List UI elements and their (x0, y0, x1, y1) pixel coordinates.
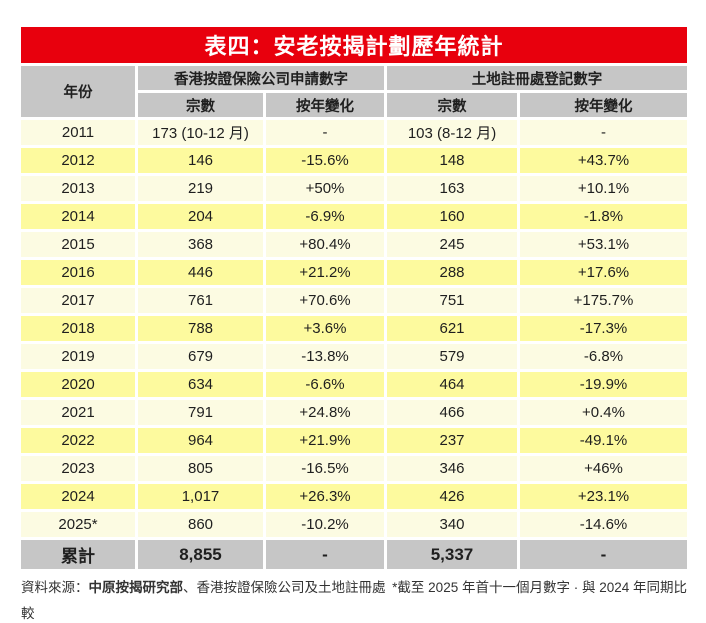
year-cell: 2017 (21, 288, 135, 313)
land-yoy-cell: +0.4% (520, 400, 687, 425)
land-yoy-cell: -19.9% (520, 372, 687, 397)
group-header-land: 土地註冊處登記數字 (387, 66, 687, 90)
hkmc-yoy-cell: +3.6% (266, 316, 384, 341)
year-cell: 2016 (21, 260, 135, 285)
land-cases-cell: 103 (8-12 月) (387, 120, 517, 145)
land-yoy-cell: +46% (520, 456, 687, 481)
hkmc-cases-cell: 860 (138, 512, 263, 537)
land-yoy-header: 按年變化 (520, 93, 687, 117)
hkmc-yoy-cell: +21.2% (266, 260, 384, 285)
table-title: 表四：安老按揭計劃歷年統計 (21, 27, 687, 63)
hkmc-yoy-cell: +24.8% (266, 400, 384, 425)
hkmc-cases-cell: 788 (138, 316, 263, 341)
year-cell: 2012 (21, 148, 135, 173)
hkmc-yoy-cell: +80.4% (266, 232, 384, 257)
land-cases-cell: 340 (387, 512, 517, 537)
stats-table: 年份 香港按證保險公司申請數字 土地註冊處登記數字 宗數 按年變化 宗數 按年變… (21, 66, 687, 569)
total-land-cases-cell: 5,337 (387, 540, 517, 569)
land-yoy-cell: +53.1% (520, 232, 687, 257)
source-name: 中原按揭研究部 (88, 580, 184, 595)
hkmc-yoy-cell: -6.9% (266, 204, 384, 229)
land-cases-cell: 163 (387, 176, 517, 201)
hkmc-yoy-cell: -16.5% (266, 456, 384, 481)
hkmc-cases-cell: 446 (138, 260, 263, 285)
hkmc-cases-cell: 146 (138, 148, 263, 173)
hkmc-cases-cell: 219 (138, 176, 263, 201)
footnote: *截至 2025 年首十一個月數字 · 與 2024 年同期比 (392, 580, 687, 595)
source-rest: 、香港按證保險公司及土地註冊處 (183, 580, 386, 595)
year-cell: 2015 (21, 232, 135, 257)
source-label: 資料來源： (21, 580, 89, 595)
total-hkmc-cases-cell: 8,855 (138, 540, 263, 569)
year-cell: 2011 (21, 120, 135, 145)
year-cell: 2024 (21, 484, 135, 509)
land-cases-cell: 237 (387, 428, 517, 453)
hkmc-cases-cell: 964 (138, 428, 263, 453)
land-yoy-cell: +17.6% (520, 260, 687, 285)
group-header-hkmc: 香港按證保險公司申請數字 (138, 66, 384, 90)
hkmc-yoy-cell: -6.6% (266, 372, 384, 397)
hkmc-yoy-cell: -13.8% (266, 344, 384, 369)
land-cases-cell: 464 (387, 372, 517, 397)
source-note: 資料來源：中原按揭研究部、香港按證保險公司及土地註冊處 (21, 578, 386, 598)
land-yoy-cell: - (520, 120, 687, 145)
land-yoy-cell: +43.7% (520, 148, 687, 173)
total-year-cell: 累計 (21, 540, 135, 569)
hkmc-cases-cell: 173 (10-12 月) (138, 120, 263, 145)
land-cases-cell: 245 (387, 232, 517, 257)
hkmc-yoy-cell: +21.9% (266, 428, 384, 453)
hkmc-cases-cell: 791 (138, 400, 263, 425)
land-cases-cell: 579 (387, 344, 517, 369)
land-cases-cell: 466 (387, 400, 517, 425)
hkmc-yoy-cell: -10.2% (266, 512, 384, 537)
year-cell: 2022 (21, 428, 135, 453)
land-yoy-cell: -17.3% (520, 316, 687, 341)
hkmc-cases-cell: 204 (138, 204, 263, 229)
hkmc-yoy-cell: -15.6% (266, 148, 384, 173)
year-cell: 2025* (21, 512, 135, 537)
land-yoy-cell: +23.1% (520, 484, 687, 509)
land-yoy-cell: -14.6% (520, 512, 687, 537)
land-yoy-cell: -49.1% (520, 428, 687, 453)
hkmc-cases-header: 宗數 (138, 93, 263, 117)
land-cases-cell: 148 (387, 148, 517, 173)
year-cell: 2023 (21, 456, 135, 481)
hkmc-yoy-cell: +70.6% (266, 288, 384, 313)
year-cell: 2014 (21, 204, 135, 229)
hkmc-yoy-cell: - (266, 120, 384, 145)
total-land-yoy-cell: - (520, 540, 687, 569)
hkmc-yoy-header: 按年變化 (266, 93, 384, 117)
year-cell: 2018 (21, 316, 135, 341)
land-cases-cell: 160 (387, 204, 517, 229)
hkmc-cases-cell: 679 (138, 344, 263, 369)
hkmc-cases-cell: 368 (138, 232, 263, 257)
land-yoy-cell: -1.8% (520, 204, 687, 229)
hkmc-cases-cell: 634 (138, 372, 263, 397)
land-cases-cell: 288 (387, 260, 517, 285)
footer: 資料來源：中原按揭研究部、香港按證保險公司及土地註冊處 *截至 2025 年首十… (21, 578, 687, 623)
land-cases-cell: 346 (387, 456, 517, 481)
hkmc-yoy-cell: +26.3% (266, 484, 384, 509)
land-yoy-cell: -6.8% (520, 344, 687, 369)
total-hkmc-yoy-cell: - (266, 540, 384, 569)
hkmc-yoy-cell: +50% (266, 176, 384, 201)
land-yoy-cell: +175.7% (520, 288, 687, 313)
land-cases-header: 宗數 (387, 93, 517, 117)
footer-line1: 資料來源：中原按揭研究部、香港按證保險公司及土地註冊處 *截至 2025 年首十… (21, 578, 687, 598)
year-cell: 2019 (21, 344, 135, 369)
hkmc-cases-cell: 761 (138, 288, 263, 313)
year-column-header: 年份 (21, 66, 135, 117)
land-cases-cell: 751 (387, 288, 517, 313)
footnote-wrap: 較 (21, 605, 35, 621)
hkmc-cases-cell: 1,017 (138, 484, 263, 509)
land-cases-cell: 621 (387, 316, 517, 341)
year-cell: 2021 (21, 400, 135, 425)
hkmc-cases-cell: 805 (138, 456, 263, 481)
year-cell: 2013 (21, 176, 135, 201)
year-cell: 2020 (21, 372, 135, 397)
land-cases-cell: 426 (387, 484, 517, 509)
land-yoy-cell: +10.1% (520, 176, 687, 201)
